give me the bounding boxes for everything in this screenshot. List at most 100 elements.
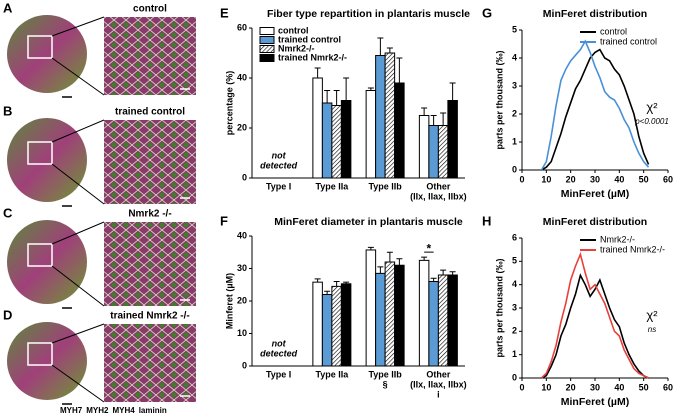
tissue-section bbox=[7, 220, 87, 304]
zoom-image bbox=[104, 222, 196, 306]
y-tick-label: 4 bbox=[512, 52, 517, 62]
x-tick-label: 30 bbox=[590, 174, 600, 184]
panel-letter: G bbox=[482, 5, 492, 20]
panel-letter: D bbox=[3, 307, 12, 322]
y-tick-label: 0 bbox=[242, 360, 247, 370]
y-tick-label: 20 bbox=[237, 122, 247, 132]
legend-swatch bbox=[259, 27, 275, 35]
legend-label: trained Nmrk2-/- bbox=[278, 52, 347, 62]
y-tick-label: 30 bbox=[237, 263, 247, 273]
panel-letter: E bbox=[220, 5, 229, 20]
zoom-box bbox=[27, 243, 53, 267]
zoom-line bbox=[51, 364, 105, 403]
y-axis-title: parts per thousand (‰) bbox=[494, 258, 504, 357]
image-caption: control bbox=[133, 4, 167, 15]
significance-label: * bbox=[427, 241, 432, 255]
x-tick-label: 0 bbox=[519, 174, 524, 184]
stain-label: MYH4 bbox=[112, 406, 135, 415]
stat-label: χ² bbox=[646, 307, 658, 322]
bar bbox=[394, 82, 405, 179]
panel-letter: F bbox=[220, 213, 228, 228]
bar bbox=[447, 274, 458, 367]
x-tick-label: Type IIb bbox=[368, 369, 402, 379]
chart-title: MinFeret diameter in plantaris muscle bbox=[274, 216, 463, 228]
tissue-section bbox=[7, 118, 87, 202]
legend-label: trained Nmrk2-/- bbox=[600, 244, 665, 254]
image-caption: trained control bbox=[115, 107, 185, 118]
zoom-box bbox=[27, 342, 53, 366]
x-tick-subline: i bbox=[437, 389, 440, 399]
bar bbox=[394, 264, 405, 367]
bar bbox=[447, 100, 458, 179]
bar bbox=[384, 52, 396, 179]
x-tick-label: 50 bbox=[639, 382, 649, 392]
legend-label: control bbox=[600, 26, 627, 36]
zoom-image bbox=[104, 120, 196, 204]
y-tick-label: 2 bbox=[512, 108, 517, 118]
x-tick-label: Type I bbox=[266, 369, 291, 379]
x-tick-label: 20 bbox=[566, 382, 576, 392]
stain-label: MYH2 bbox=[86, 406, 109, 415]
bar bbox=[340, 100, 352, 179]
x-tick-label: Type IIa bbox=[315, 369, 349, 379]
y-tick-label: 3 bbox=[512, 302, 517, 312]
legend-label: control bbox=[278, 25, 309, 35]
bar bbox=[312, 77, 323, 179]
bar bbox=[331, 285, 342, 367]
y-tick-label: 10 bbox=[237, 328, 247, 338]
zoom-line bbox=[51, 323, 105, 344]
zoom-line bbox=[51, 221, 105, 245]
series-line bbox=[540, 39, 650, 171]
x-axis-title: MinFeret (µM) bbox=[561, 396, 629, 408]
y-axis-title: parts per thousand (‰) bbox=[494, 50, 504, 149]
x-tick-label: Type IIb bbox=[368, 181, 402, 191]
x-tick-label: 10 bbox=[541, 174, 551, 184]
y-tick-label: 0 bbox=[242, 172, 247, 182]
image-caption: trained Nmrk2 -/- bbox=[110, 311, 189, 322]
legend-label: Nmrk2-/- bbox=[278, 43, 315, 53]
chart-title: MinFeret distribution bbox=[543, 216, 647, 228]
x-tick-label: 50 bbox=[639, 174, 649, 184]
y-tick-label: 1 bbox=[512, 136, 517, 146]
zoom-box bbox=[27, 141, 53, 165]
bar bbox=[331, 105, 342, 179]
bar bbox=[312, 281, 323, 367]
series-line bbox=[541, 273, 649, 379]
y-tick-label: 0 bbox=[512, 164, 517, 174]
y-tick-label: 40 bbox=[237, 230, 247, 240]
tissue-section bbox=[7, 322, 87, 400]
legend-label: Nmrk2-/- bbox=[600, 234, 635, 244]
chart-title: MinFeret distribution bbox=[543, 8, 647, 20]
series-line bbox=[540, 251, 649, 379]
y-tick-label: 0 bbox=[512, 372, 517, 382]
x-tick-label: Other bbox=[426, 369, 451, 379]
stain-label: MYH7 bbox=[60, 406, 83, 415]
y-tick-label: 5 bbox=[512, 24, 517, 34]
bar bbox=[384, 261, 396, 367]
y-tick-label: 1 bbox=[512, 349, 517, 359]
y-tick-label: 2 bbox=[512, 326, 517, 336]
x-tick-subline: (IIx, IIax, IIbx) bbox=[410, 379, 467, 389]
stat-note: ns bbox=[648, 325, 656, 334]
x-tick-label: 10 bbox=[541, 382, 551, 392]
tissue-section bbox=[7, 15, 87, 93]
x-tick-label: 60 bbox=[663, 382, 673, 392]
zoom-line bbox=[51, 16, 105, 37]
panel-letter: A bbox=[3, 0, 13, 15]
legend-swatch bbox=[259, 54, 275, 62]
annotation: not bbox=[272, 338, 287, 348]
x-tick-label: 40 bbox=[614, 382, 624, 392]
series-line bbox=[541, 48, 650, 171]
bar bbox=[428, 281, 439, 367]
y-axis-title: Minferet (µM) bbox=[224, 273, 234, 329]
x-tick-label: 0 bbox=[519, 382, 524, 392]
bar bbox=[365, 249, 377, 367]
annotation: detected bbox=[260, 160, 298, 170]
y-tick-label: 20 bbox=[237, 295, 247, 305]
zoom-line bbox=[51, 119, 105, 143]
stat-note: p<0.0001 bbox=[634, 117, 669, 126]
panel-letter: B bbox=[3, 103, 12, 118]
zoom-box bbox=[27, 35, 53, 59]
x-tick-label: Type I bbox=[266, 181, 291, 191]
image-caption: Nmrk2 -/- bbox=[128, 209, 171, 220]
